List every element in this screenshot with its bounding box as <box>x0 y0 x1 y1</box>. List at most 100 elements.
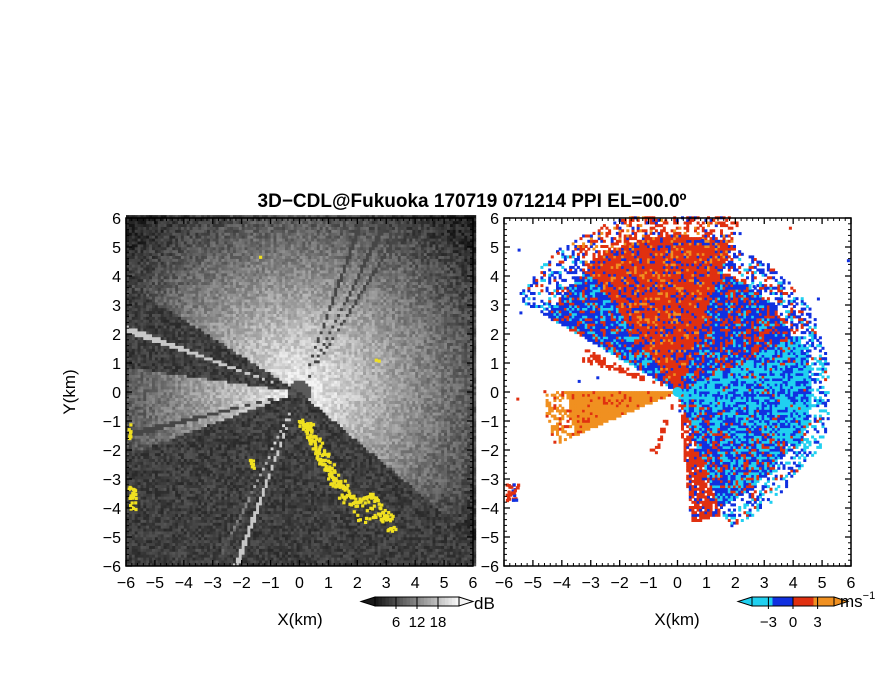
intensity-pixel <box>166 490 170 494</box>
intensity-pixel <box>160 383 164 387</box>
intensity-pixel <box>215 426 219 430</box>
intensity-pixel <box>154 542 159 546</box>
intensity-pixel <box>189 229 193 233</box>
intensity-pixel <box>131 481 135 486</box>
intensity-pixel <box>143 226 147 230</box>
intensity-pixel <box>140 539 144 544</box>
intensity-pixel <box>128 284 133 288</box>
intensity-pixel <box>175 499 179 503</box>
intensity-pixel <box>178 360 182 364</box>
intensity-pixel <box>134 368 138 372</box>
intensity-pixel <box>204 226 208 230</box>
intensity-pixel <box>221 365 225 370</box>
intensity-pixel <box>241 229 245 233</box>
intensity-pixel <box>134 435 138 439</box>
intensity-pixel <box>152 273 156 277</box>
intensity-pixel <box>209 339 214 343</box>
intensity-pixel <box>221 513 225 517</box>
intensity-pixel <box>198 481 202 486</box>
intensity-pixel <box>163 450 167 454</box>
intensity-pixel <box>163 423 167 428</box>
intensity-pixel <box>218 276 222 280</box>
intensity-pixel <box>175 542 179 546</box>
intensity-pixel <box>180 392 185 396</box>
intensity-pixel <box>143 508 147 512</box>
intensity-pixel <box>233 380 237 384</box>
intensity-pixel <box>218 493 222 497</box>
intensity-pixel <box>146 284 150 288</box>
intensity-pixel <box>128 336 133 341</box>
intensity-pixel <box>152 435 156 439</box>
intensity-pixel <box>215 255 219 259</box>
intensity-pixel <box>218 537 222 541</box>
intensity-pixel <box>146 339 150 343</box>
intensity-pixel <box>192 444 196 448</box>
intensity-pixel <box>166 334 170 338</box>
intensity-pixel <box>154 438 159 442</box>
intensity-pixel <box>163 296 167 300</box>
intensity-pixel <box>201 296 205 300</box>
intensity-pixel <box>149 516 153 520</box>
intensity-pixel <box>201 479 205 483</box>
intensity-pixel <box>241 394 245 399</box>
intensity-pixel <box>195 537 199 541</box>
intensity-pixel <box>140 397 144 401</box>
intensity-pixel <box>149 537 153 541</box>
intensity-pixel <box>233 313 237 317</box>
intensity-pixel <box>180 476 185 480</box>
intensity-pixel <box>178 510 182 515</box>
intensity-pixel <box>186 406 190 410</box>
intensity-pixel <box>235 371 240 375</box>
intensity-pixel <box>227 421 231 425</box>
intensity-pixel <box>175 223 179 227</box>
intensity-pixel <box>218 223 222 227</box>
intensity-pixel <box>224 458 228 462</box>
intensity-pixel <box>198 241 202 245</box>
intensity-pixel <box>140 299 144 303</box>
intensity-pixel <box>143 287 147 291</box>
intensity-pixel <box>180 218 185 222</box>
intensity-pixel <box>218 441 222 445</box>
intensity-pixel <box>166 426 170 430</box>
intensity-pixel <box>175 264 179 268</box>
intensity-pixel <box>152 229 156 233</box>
intensity-pixel <box>180 548 185 552</box>
intensity-pixel <box>178 551 182 555</box>
intensity-pixel <box>238 368 242 372</box>
intensity-pixel <box>152 360 156 364</box>
intensity-pixel <box>183 264 187 268</box>
intensity-pixel <box>215 383 219 387</box>
intensity-pixel <box>157 522 161 526</box>
intensity-pixel <box>201 426 205 430</box>
intensity-pixel <box>149 563 153 567</box>
intensity-pixel <box>230 229 234 233</box>
intensity-pixel <box>143 435 147 439</box>
intensity-pixel <box>195 441 199 445</box>
intensity-pixel <box>209 487 214 491</box>
intensity-pixel <box>218 302 222 306</box>
intensity-pixel <box>163 418 167 422</box>
intensity-pixel <box>215 305 219 309</box>
intensity-pixel <box>218 278 222 283</box>
intensity-pixel <box>166 441 170 445</box>
intensity-pixel <box>180 418 185 422</box>
intensity-pixel <box>131 302 135 306</box>
intensity-pixel <box>212 464 216 468</box>
intensity-pixel <box>235 537 240 541</box>
intensity-pixel <box>146 560 150 564</box>
intensity-pixel <box>175 331 179 335</box>
intensity-pixel <box>137 229 141 233</box>
intensity-pixel <box>172 484 176 488</box>
intensity-pixel <box>131 235 135 239</box>
intensity-pixel <box>215 354 219 358</box>
intensity-pixel <box>207 473 211 477</box>
intensity-pixel <box>221 406 225 410</box>
intensity-pixel <box>241 525 245 529</box>
intensity-pixel <box>224 426 228 430</box>
intensity-pixel <box>154 377 159 381</box>
intensity-pixel <box>227 412 231 416</box>
intensity-pixel <box>146 299 150 303</box>
intensity-pixel <box>128 374 133 378</box>
intensity-pixel <box>224 273 228 277</box>
intensity-pixel <box>180 394 185 399</box>
